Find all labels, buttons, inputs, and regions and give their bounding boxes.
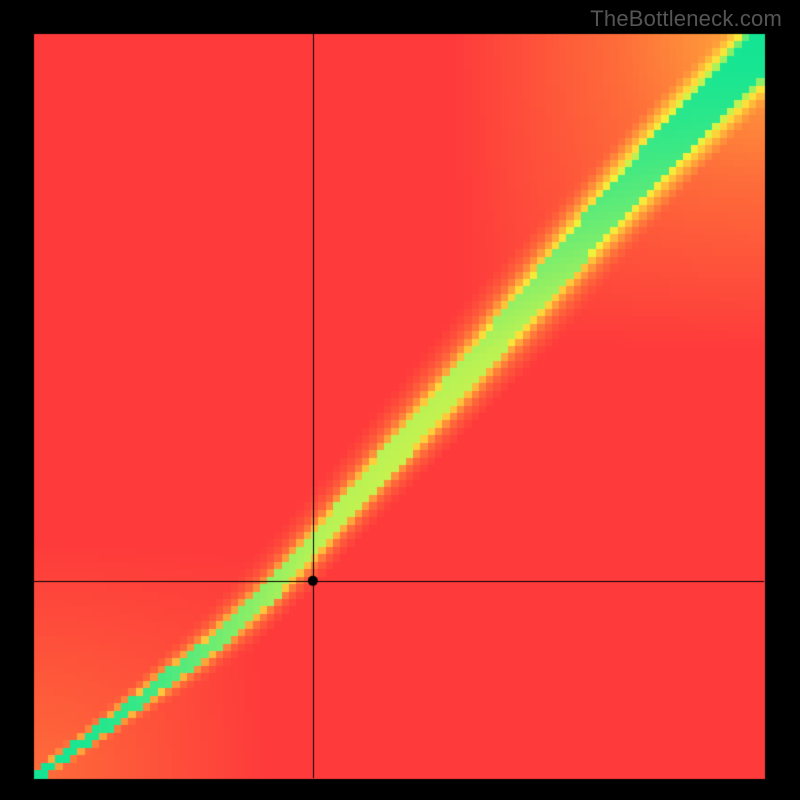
bottleneck-heatmap [0, 0, 800, 800]
watermark-text: TheBottleneck.com [590, 6, 782, 32]
